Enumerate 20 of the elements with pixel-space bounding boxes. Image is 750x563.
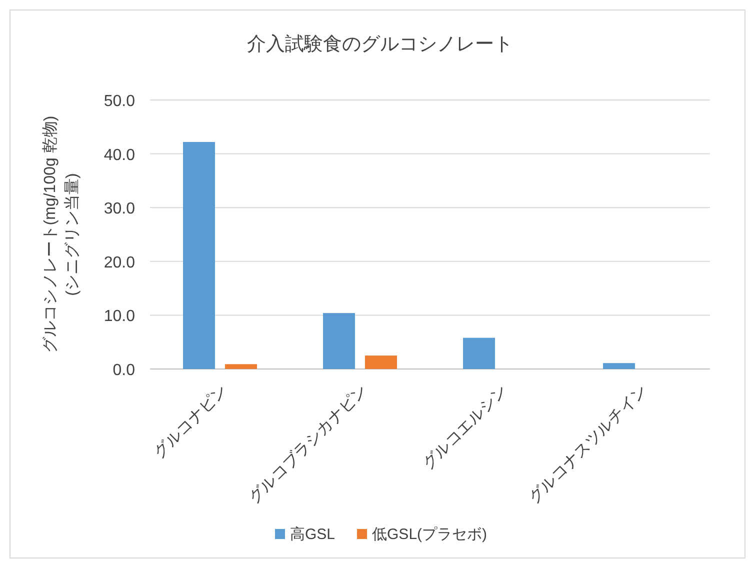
chart-title: 介入試験食のグルコシノレート	[247, 34, 513, 55]
x-tick-label: グルコブラシカナピン	[244, 381, 371, 507]
bar	[365, 356, 397, 369]
bar	[463, 338, 495, 369]
bar	[603, 363, 635, 369]
bar	[323, 313, 355, 369]
y-tick-label: 10.0	[104, 308, 136, 326]
y-tick-label: 30.0	[104, 200, 136, 218]
legend-label: 低GSL(プラセボ)	[372, 526, 488, 543]
legend-label: 高GSL	[290, 526, 336, 543]
x-tick-label: グルコナピン	[150, 382, 231, 462]
bar	[183, 142, 215, 369]
x-tick-label: グルコナスツルチイン	[526, 382, 651, 507]
x-tick-label: グルコエルシン	[420, 382, 511, 474]
y-axis-title: グルコシノレート(mg/100g 乾物) (シニグリン当量)	[42, 116, 81, 354]
bar	[225, 364, 257, 369]
y-tick-label: 20.0	[104, 254, 136, 272]
y-tick-label: 0.0	[112, 362, 136, 379]
y-tick-label: 50.0	[104, 93, 136, 110]
y-tick-label: 40.0	[104, 146, 136, 164]
